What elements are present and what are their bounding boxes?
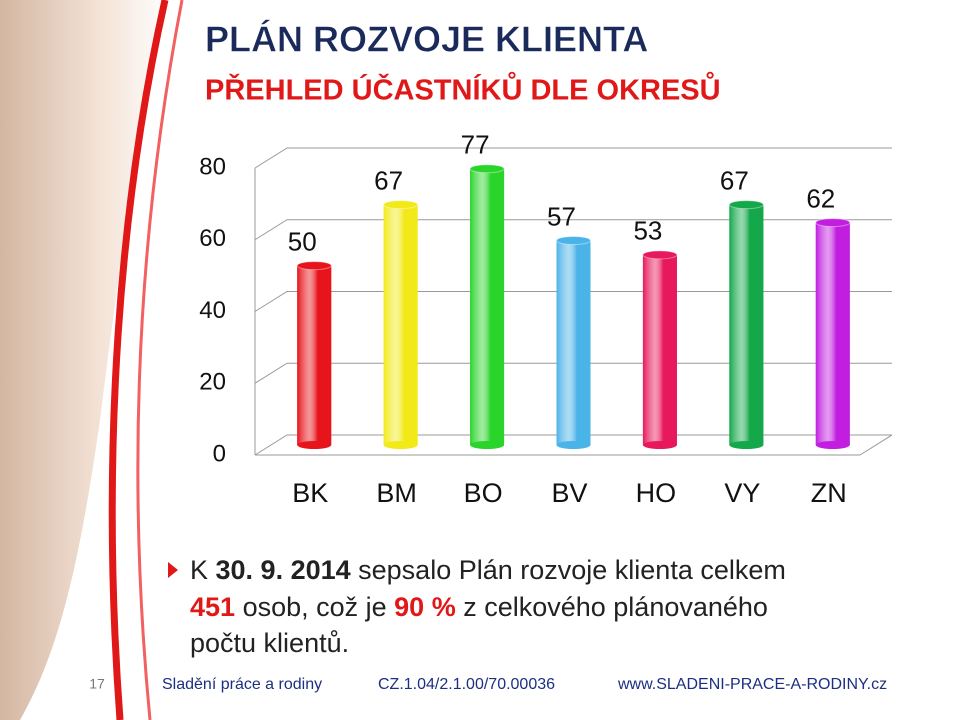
text: počtu klientů. (190, 628, 349, 658)
bar-top (296, 261, 332, 271)
bar-bottom (729, 441, 764, 449)
bar (815, 222, 850, 445)
bar-top (469, 164, 505, 174)
x-tick-label: ZN (811, 478, 847, 508)
x-tick-label: HO (636, 478, 677, 508)
x-tick-label: BV (551, 478, 587, 508)
grid-line (254, 291, 892, 312)
bar-top (728, 200, 764, 210)
value-label: 67 (374, 166, 403, 196)
x-tick-label: BO (464, 478, 503, 508)
text: z celkového plánovaného (456, 592, 768, 622)
text: 451 (190, 592, 235, 622)
bar-bottom (470, 441, 505, 449)
value-label: 50 (288, 227, 317, 257)
value-label: 67 (720, 166, 749, 196)
axis-line (859, 434, 893, 456)
photo-area (0, 0, 170, 720)
value-label: 62 (806, 183, 835, 213)
bar-top (556, 236, 591, 246)
text: sepsalo Plán rozvoje klienta celkem (351, 555, 786, 585)
y-tick-label: 0 (213, 440, 226, 467)
bullet-line: počtu klientů. (190, 628, 349, 658)
bar (470, 168, 505, 445)
bar-bottom (297, 441, 332, 449)
y-tick-label: 80 (199, 153, 226, 180)
text: osob, což je (235, 592, 394, 622)
text: 30. 9. 2014 (216, 555, 351, 585)
slide-subtitle: PŘEHLED ÚČASTNÍKŮ DLE OKRESŮ (205, 71, 721, 107)
bar-bottom (642, 441, 677, 449)
grid-line (254, 147, 892, 169)
value-label: 57 (547, 201, 576, 231)
bar (556, 240, 591, 445)
slide-title: PLÁN ROZVOJE KLIENTA (205, 19, 648, 60)
bar (297, 265, 332, 445)
bullet-line: K 30. 9. 2014 sepsalo Plán rozvoje klien… (190, 555, 786, 585)
grid-line (254, 219, 892, 241)
footer-code: CZ.1.04/2.1.00/70.00036 (378, 676, 555, 693)
bar-top (815, 218, 851, 228)
footer-web: www.SLADENI-PRACE-A-RODINY.cz (617, 676, 887, 693)
bar-bottom (383, 441, 418, 449)
bar-top (642, 250, 678, 260)
bullet-line: 451 osob, což je 90 % z celkového plánov… (190, 592, 768, 622)
value-label: 53 (633, 216, 662, 246)
text: 90 % (394, 592, 456, 622)
bar-bottom (556, 441, 591, 449)
bar-bottom (815, 441, 850, 449)
x-tick-label: BK (292, 478, 328, 508)
value-label: 77 (461, 130, 490, 160)
red-swoosh (136, 0, 184, 720)
footer-project: Sladění práce a rodiny (162, 676, 322, 693)
bullet-marker (168, 562, 178, 578)
bar (642, 254, 677, 445)
chart: 0 20 40 60 80 BK 50 BM 67 BO 77 BV 57 HO 53 VY 67 ZN 62 (199, 130, 893, 508)
bar-top (383, 200, 419, 210)
y-tick-label: 40 (199, 297, 226, 324)
red-swoosh (108, 0, 169, 720)
text: K (190, 555, 216, 585)
y-tick-label: 20 (199, 369, 226, 396)
page-number: 17 (89, 676, 105, 692)
y-tick-label: 60 (199, 225, 226, 252)
bar (383, 204, 418, 445)
bar (729, 204, 764, 445)
x-tick-label: BM (376, 478, 417, 508)
grid-line (254, 362, 892, 384)
x-tick-label: VY (724, 478, 760, 508)
grid-line (254, 434, 892, 456)
